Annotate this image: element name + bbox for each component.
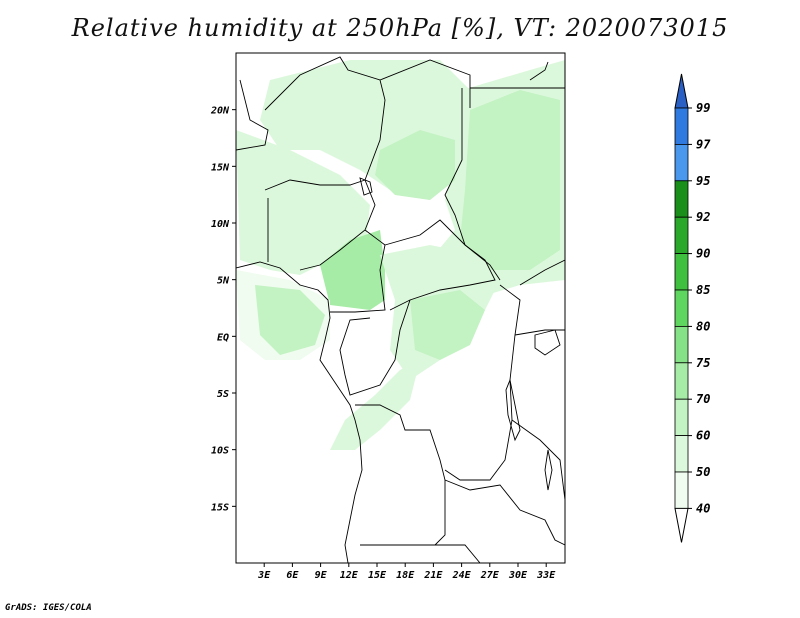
- border-niger-north: [264, 56, 386, 181]
- colorbar-swatch: [674, 216, 689, 254]
- border-east: [519, 259, 565, 286]
- colorbar-top-triangle: [674, 73, 689, 109]
- map-frame: [235, 52, 566, 564]
- border-zambia: [444, 479, 565, 546]
- border-tanzania: [511, 419, 565, 501]
- border-car: [384, 219, 496, 311]
- colorbar-label: 70: [696, 392, 710, 406]
- colorbar-bottom-triangle: [674, 507, 689, 543]
- colorbar-label: 97: [696, 137, 711, 151]
- lake-malawi: [544, 449, 553, 491]
- y-axis: 20N 15N 10N 5N EQ 5S 10S 15S: [210, 106, 236, 513]
- humidity-field-west: [236, 130, 370, 275]
- colorbar-swatch: [674, 143, 689, 182]
- colorbar-swatch: [674, 398, 689, 437]
- humidity-map: 3E 6E 9E 12E 15E 18E 21E 24E 27E 30E 33E 20N 15N 10N…: [210, 52, 711, 581]
- border-mozambique: [435, 544, 481, 563]
- x-tick-label: 6E: [286, 570, 299, 581]
- x-tick-label: 15E: [368, 570, 387, 581]
- colorbar: 99 97 95 92 90 85 80 75 70 60 50 40: [674, 73, 711, 543]
- border-congo: [339, 299, 411, 396]
- x-axis: 3E 6E 9E 12E 15E 18E 21E 24E 27E 30E 33E: [257, 563, 556, 581]
- humidity-field-east-inner: [460, 90, 560, 270]
- colorbar-swatch: [674, 435, 689, 473]
- colorbar-label: 75: [696, 356, 710, 370]
- y-tick-label: 5S: [217, 389, 229, 400]
- y-tick-label: 10N: [211, 219, 230, 230]
- x-tick-label: 9E: [315, 570, 328, 581]
- colorbar-label: 92: [696, 210, 710, 224]
- red-sea-coast: [529, 61, 549, 81]
- y-tick-label: 15S: [211, 502, 229, 513]
- colorbar-swatch: [674, 289, 689, 327]
- y-tick-label: 20N: [210, 106, 230, 117]
- colorbar-label: 50: [696, 465, 710, 479]
- lake-victoria: [534, 329, 561, 356]
- x-tick-label: 21E: [423, 570, 443, 581]
- y-tick-label: 10S: [211, 446, 229, 457]
- colorbar-swatch: [674, 107, 689, 145]
- humidity-fields: [236, 60, 565, 450]
- chart-title: Relative humidity at 250hPa [%], VT: 202…: [71, 14, 729, 42]
- border-uganda: [514, 329, 565, 336]
- colorbar-label: 90: [696, 247, 710, 261]
- humidity-field-cameroon: [320, 230, 385, 310]
- x-tick-label: 30E: [508, 570, 528, 581]
- x-tick-label: 12E: [340, 570, 359, 581]
- y-tick-label: EQ: [217, 332, 229, 343]
- colorbar-swatch: [674, 362, 689, 400]
- x-tick-label: 27E: [480, 570, 500, 581]
- lake-chad: [359, 177, 373, 196]
- colorbar-swatch: [674, 471, 689, 509]
- colorbar-label: 80: [696, 319, 710, 333]
- x-tick-label: 24E: [452, 570, 472, 581]
- colorbar-label: 95: [696, 174, 710, 188]
- y-tick-label: 5N: [217, 276, 230, 287]
- y-tick-label: 15N: [211, 162, 230, 173]
- colorbar-swatch: [674, 253, 689, 291]
- footer-credit: GrADS: IGES/COLA: [5, 603, 92, 613]
- country-boundaries: [236, 56, 565, 563]
- x-tick-label: 18E: [396, 570, 415, 581]
- border-angola: [355, 404, 446, 546]
- humidity-field-chad: [375, 130, 455, 200]
- x-tick-label: 33E: [536, 570, 556, 581]
- border-chad-sudan: [444, 88, 501, 281]
- lake-tanganyika: [505, 378, 521, 442]
- colorbar-label: 85: [696, 283, 710, 297]
- colorbar-label: 40: [696, 501, 710, 515]
- coastline-west: [236, 79, 269, 151]
- colorbar-swatch: [674, 180, 689, 218]
- border-libya-chad: [379, 59, 471, 108]
- x-tick-label: 3E: [257, 570, 271, 581]
- colorbar-label: 60: [696, 429, 710, 443]
- humidity-field-gabon: [255, 285, 325, 355]
- border-cameroon: [330, 229, 386, 313]
- humidity-field-congo: [410, 290, 485, 360]
- colorbar-swatch: [674, 325, 689, 364]
- coastline-guinea: [236, 261, 363, 563]
- colorbar-label: 99: [696, 101, 710, 115]
